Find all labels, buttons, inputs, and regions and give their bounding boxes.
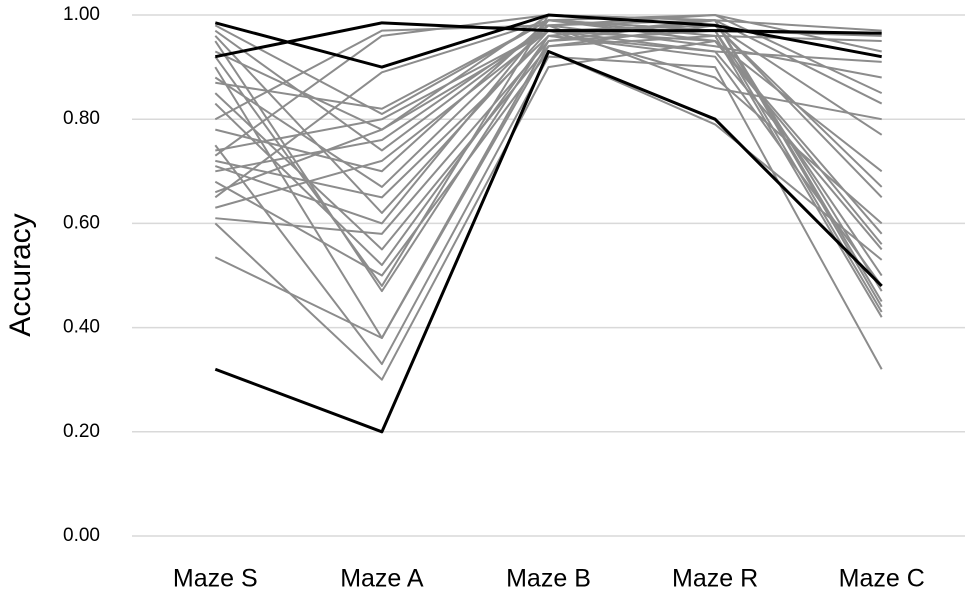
y-axis-label: Accuracy <box>4 213 37 336</box>
x-tick-label: Maze A <box>340 565 424 593</box>
x-tick-label: Maze R <box>672 565 758 593</box>
series-line <box>214 40 883 381</box>
x-tick-label: Maze S <box>173 565 258 593</box>
y-tick-label: 0.00 <box>63 525 100 546</box>
series-line <box>214 24 882 121</box>
y-tick-label: 0.40 <box>63 317 100 338</box>
series-line <box>214 34 883 293</box>
series-line <box>215 21 882 59</box>
series-line <box>215 29 883 313</box>
x-tick-label: Maze C <box>839 565 925 593</box>
y-tick-label: 1.00 <box>63 4 100 25</box>
y-tick-label: 0.60 <box>63 212 100 233</box>
y-tick-label: 0.20 <box>63 421 100 442</box>
series-line <box>214 19 883 308</box>
x-tick-label: Maze B <box>506 565 591 593</box>
series-line <box>214 19 883 225</box>
series-line <box>214 50 883 277</box>
series-line <box>214 55 883 370</box>
y-tick-label: 0.80 <box>63 108 100 129</box>
series-line <box>214 24 883 340</box>
series-line <box>214 13 882 69</box>
series-line <box>214 49 883 434</box>
series-line <box>215 34 883 287</box>
